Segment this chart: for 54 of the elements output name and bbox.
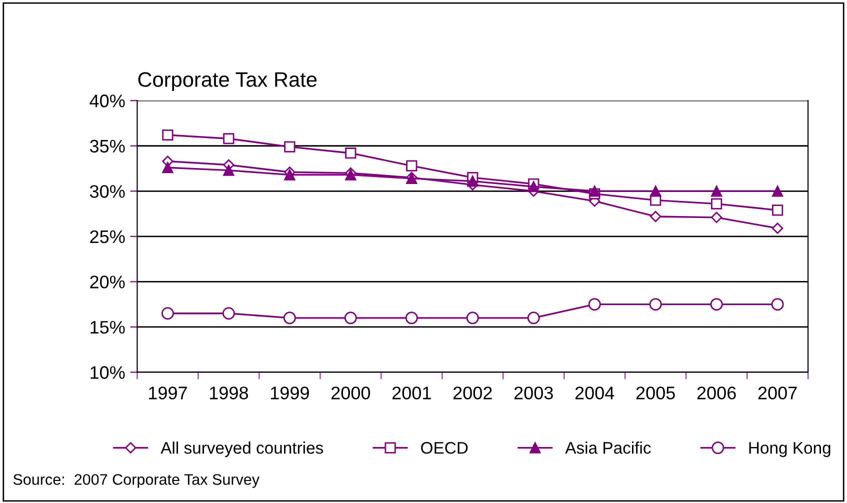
point xyxy=(771,298,784,311)
x-tick-label: 2004 xyxy=(575,386,614,400)
x-tick-label: 2005 xyxy=(636,386,675,400)
point xyxy=(161,307,174,320)
legend-label: Hong Kong xyxy=(749,442,830,458)
source-note: Source: 2007 Corporate Tax Survey xyxy=(13,474,260,488)
point xyxy=(162,162,174,174)
point xyxy=(710,212,722,224)
point xyxy=(528,181,540,192)
y-tick-label: 40% xyxy=(90,94,125,108)
point xyxy=(162,129,174,141)
x-tick-label: 2006 xyxy=(697,386,736,400)
x-tick-label: 2001 xyxy=(392,386,431,400)
x-tick-label: 1998 xyxy=(210,386,248,400)
point xyxy=(345,148,356,159)
point xyxy=(711,198,722,210)
point xyxy=(284,169,296,180)
point xyxy=(466,312,479,324)
point xyxy=(772,204,784,216)
y-tick-label: 15% xyxy=(90,320,125,334)
point xyxy=(405,312,418,324)
x-tick-label: 1999 xyxy=(270,386,309,400)
point xyxy=(284,141,296,152)
point xyxy=(772,222,784,234)
point xyxy=(589,186,600,197)
chart-title: Corporate Tax Rate xyxy=(138,72,317,92)
point xyxy=(527,312,540,324)
x-tick-label: 2002 xyxy=(453,386,492,400)
x-tick-label: 2000 xyxy=(331,386,370,400)
point xyxy=(222,307,235,320)
y-tick-label: 30% xyxy=(90,185,125,198)
point xyxy=(223,133,234,144)
point xyxy=(344,312,357,324)
point xyxy=(650,186,662,197)
legend-label: Asia Pacific xyxy=(565,442,651,454)
point xyxy=(406,160,418,172)
point xyxy=(650,210,662,222)
y-tick-label: 25% xyxy=(90,230,125,244)
point xyxy=(649,298,662,311)
legend-label: OECD xyxy=(421,442,468,454)
point xyxy=(588,298,601,311)
y-tick-label: 20% xyxy=(90,276,125,288)
point xyxy=(711,186,722,197)
x-tick-label: 2003 xyxy=(514,386,553,400)
x-tick-label: 1997 xyxy=(149,386,187,400)
y-tick-label: 10% xyxy=(90,366,125,379)
point xyxy=(283,312,296,324)
point xyxy=(772,186,784,197)
y-tick-label: 35% xyxy=(90,140,125,153)
x-tick-label: 2007 xyxy=(758,386,797,400)
point xyxy=(223,164,234,176)
point xyxy=(710,298,723,311)
legend-label: All surveyed countries xyxy=(160,442,324,458)
point xyxy=(467,176,478,187)
